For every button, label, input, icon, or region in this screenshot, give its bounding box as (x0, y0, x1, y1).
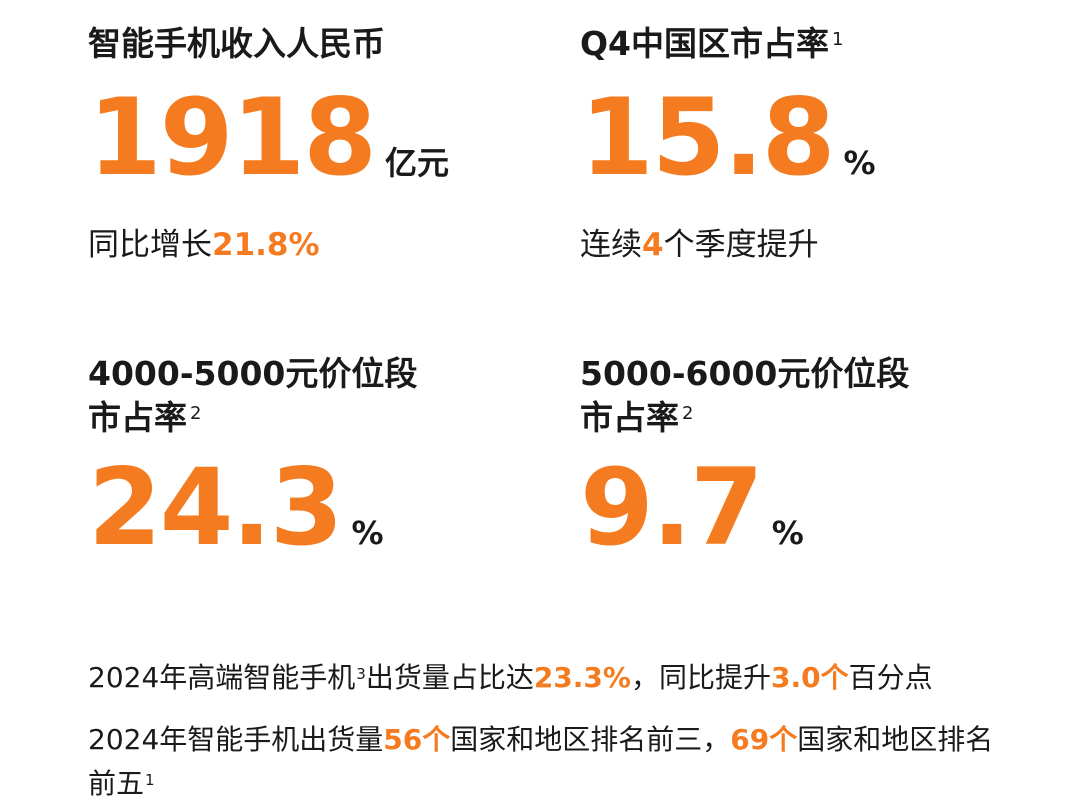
text: 国家和地区排名前三， (450, 723, 731, 756)
unit: % (843, 144, 876, 182)
stat: 4000-5000元价位段 市占率 2 24.3% (88, 352, 417, 583)
value: 1918 (88, 76, 377, 199)
stat-note: 连续4个季度提升 (580, 223, 876, 267)
stat: 智能手机收入人民币 1918 亿元 同比增长21.8% (88, 22, 449, 267)
stat: 5000-6000元价位段 市占率 2 9.7% (580, 352, 909, 583)
footnote: 2 (190, 403, 202, 424)
note-highlight: 21.8% (212, 227, 320, 263)
footnote: 2 (682, 403, 694, 424)
stat-value: 9.7% (580, 455, 909, 583)
stat-value: 24.3% (88, 455, 417, 583)
value: 9.7 (580, 446, 764, 569)
text: 国家和地区排名前五 (88, 723, 994, 800)
stat-note: 同比增长21.8% (88, 223, 449, 267)
stat-title: 智能手机收入人民币 (88, 24, 385, 63)
text: ，同比提升 (630, 661, 771, 694)
unit: % (351, 514, 384, 552)
title: 市占率 (580, 398, 679, 437)
stat: Q4中国区市占率 1 15.8% 连续4个季度提升 (580, 22, 876, 267)
stat-value: 1918 亿元 (88, 85, 450, 213)
stat-title: 市占率 2 (88, 396, 417, 440)
stat-title: 5000-6000元价位段 (580, 354, 910, 393)
note-text: 同比增长 (88, 227, 212, 263)
highlight: 69个 (730, 723, 798, 756)
highlight: 23.3% (533, 661, 631, 694)
unit: % (771, 514, 804, 552)
highlight: 3.0个 (770, 661, 849, 694)
footnote: 3 (356, 665, 366, 683)
stat-value: 15.8% (580, 85, 876, 213)
stat-title: 4000-5000元价位段 (88, 354, 418, 393)
title: 市占率 (88, 398, 187, 437)
note-text: 连续 (580, 227, 642, 263)
value: 15.8 (580, 76, 836, 199)
note-text: 个季度提升 (663, 227, 819, 263)
text: 出货量占比达 (365, 661, 534, 694)
note-highlight: 4 (642, 227, 664, 263)
text: 2024年高端智能手机 (88, 661, 356, 694)
footnote: 1 (832, 29, 844, 50)
footnote: 1 (145, 771, 155, 789)
stat-title: 市占率 2 (580, 396, 909, 440)
highlight: 56个 (383, 723, 451, 756)
text: 百分点 (848, 661, 933, 694)
highlight-line: 2024年高端智能手机3出货量占比达23.3%，同比提升3.0个百分点 (88, 656, 1008, 700)
unit: 亿元 (385, 144, 450, 182)
stat-title: Q4中国区市占率 1 (580, 22, 876, 66)
title: Q4中国区市占率 (580, 24, 830, 63)
highlight-line: 2024年智能手机出货量56个国家和地区排名前三，69个国家和地区排名前五1 (88, 718, 1008, 806)
value: 24.3 (88, 446, 344, 569)
text: 2024年智能手机出货量 (88, 723, 384, 756)
